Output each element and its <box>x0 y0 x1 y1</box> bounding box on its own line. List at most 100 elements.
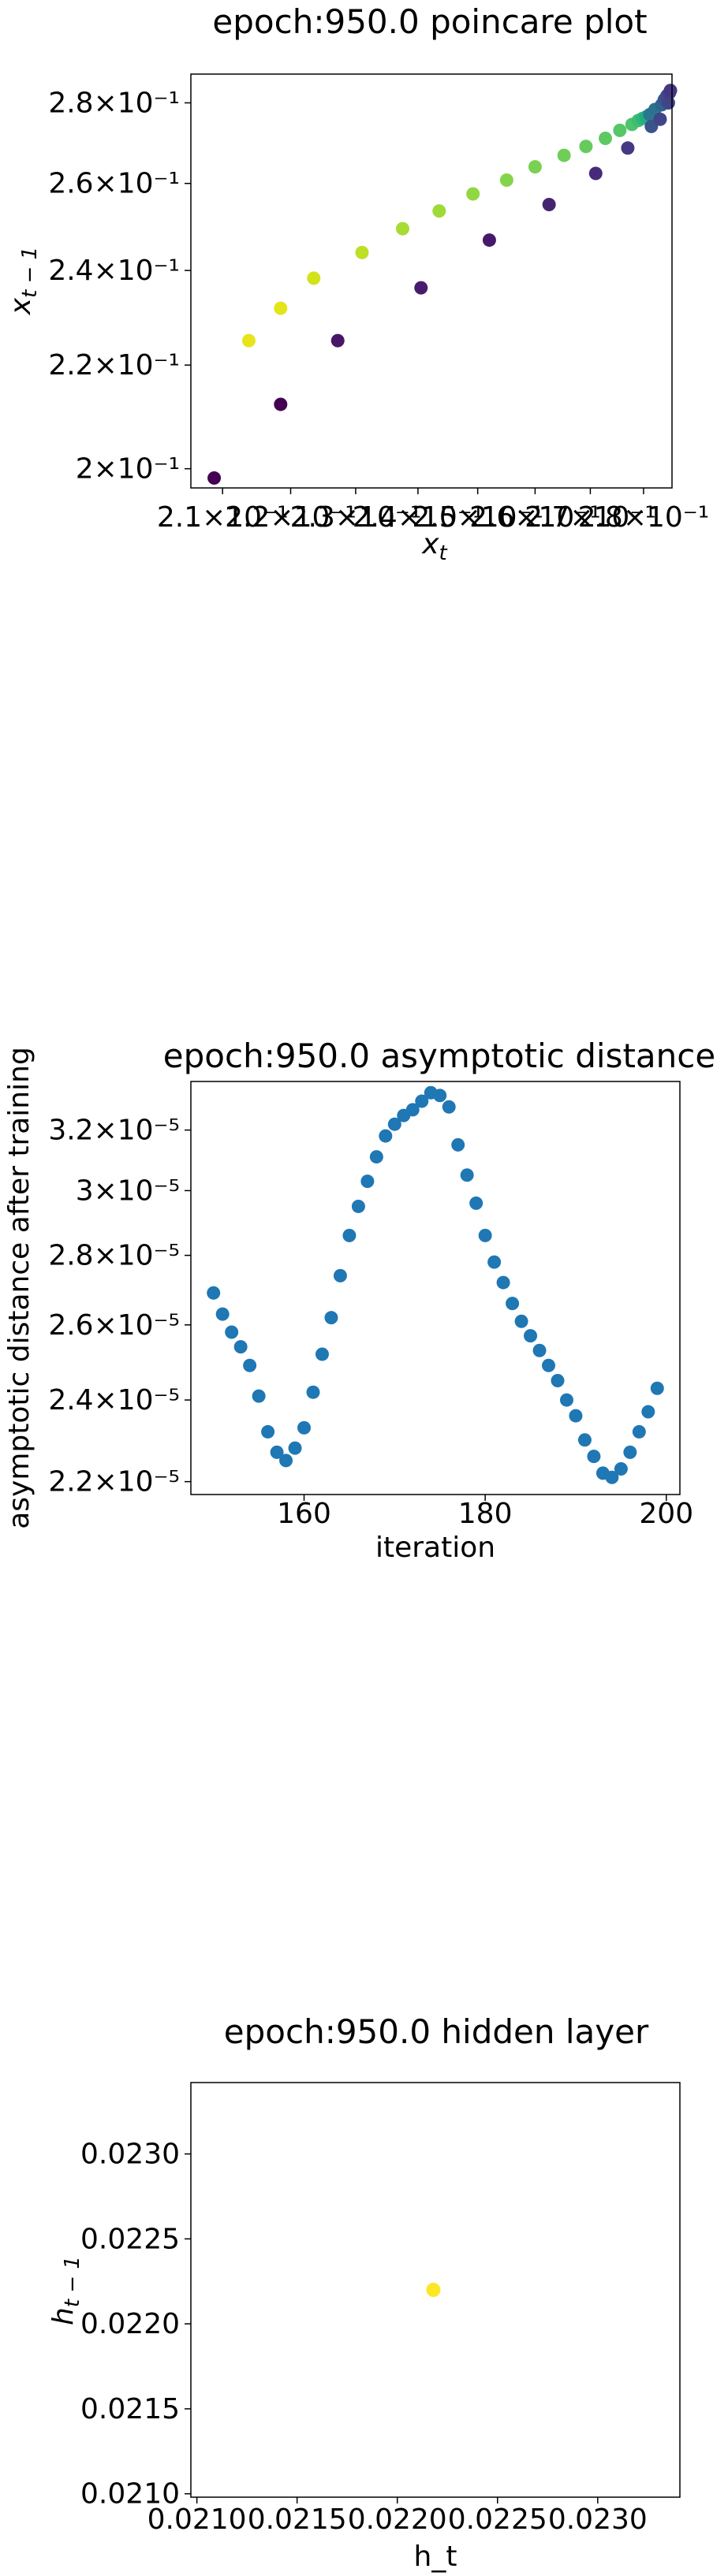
y-tick-label: 0.0230 <box>80 2139 180 2171</box>
data-point <box>460 1168 474 1182</box>
data-point <box>315 1347 329 1361</box>
data-point <box>577 1433 592 1447</box>
data-point <box>307 271 321 285</box>
data-point <box>613 123 627 137</box>
hidden-layer-ticks: 0.0210 0.0215 0.0220 0.0225 0.02300.02100.02… <box>80 2139 648 2536</box>
y-tick-label: 2.4×10⁻⁵ <box>48 1384 180 1416</box>
asymptotic-points <box>207 1085 664 1484</box>
y-tick-label: 3.2×10⁻⁵ <box>48 1115 180 1147</box>
x-tick-label: 180 <box>458 1498 513 1530</box>
data-point <box>426 2283 441 2297</box>
data-point <box>243 1358 257 1372</box>
data-point <box>542 197 556 211</box>
data-point <box>632 1424 646 1439</box>
data-point <box>279 1454 293 1468</box>
asymptotic-plot-area <box>190 1081 681 1495</box>
data-point <box>432 204 446 218</box>
data-point <box>207 471 222 485</box>
hidden-layer-points <box>426 2283 441 2297</box>
data-point <box>207 1286 221 1300</box>
data-point <box>557 148 571 162</box>
data-point <box>466 187 480 201</box>
data-point <box>261 1424 275 1439</box>
data-point <box>506 1297 520 1311</box>
data-point <box>469 1196 483 1210</box>
data-point <box>599 132 613 146</box>
asymptotic-xlabel: iteration <box>375 1532 495 1564</box>
data-point <box>496 1275 510 1290</box>
data-point <box>355 245 369 259</box>
data-point <box>369 1150 383 1164</box>
y-tick-label: 2.2×10⁻⁵ <box>48 1466 180 1498</box>
hidden-layer-plot-area <box>190 2082 681 2498</box>
data-point <box>360 1174 375 1189</box>
y-tick-label: 0.0220 <box>80 2308 180 2340</box>
y-tick-label: 2.6×10⁻¹ <box>48 168 180 200</box>
poincare-ylabel: xt − 1 <box>5 247 42 315</box>
data-point <box>569 1409 583 1423</box>
poincare-plot-area <box>190 73 673 489</box>
data-point <box>528 160 542 174</box>
data-point <box>324 1311 338 1325</box>
x-tick-label: 2.4×10⁻¹ <box>353 501 484 534</box>
hidden-layer-chart: epoch:950.0 hidden layer 0.0210 0.0215 0.0… <box>47 2012 681 2573</box>
y-tick-label: 2×10⁻¹ <box>76 453 180 486</box>
data-point <box>379 1129 393 1143</box>
data-point <box>306 1385 320 1399</box>
data-point <box>241 333 256 348</box>
data-point <box>274 301 288 315</box>
data-point <box>252 1389 266 1403</box>
data-point <box>270 1445 284 1459</box>
y-tick-label: 0.0225 <box>80 2223 180 2255</box>
y-tick-label: 2.6×10⁻⁵ <box>48 1309 180 1342</box>
data-point <box>297 1420 312 1435</box>
data-point <box>387 1117 401 1131</box>
data-point <box>351 1199 365 1213</box>
y-tick-label: 2.2×10⁻¹ <box>48 349 180 382</box>
data-point <box>395 221 409 236</box>
data-point <box>330 333 345 348</box>
data-point <box>623 1445 637 1459</box>
data-point <box>233 1340 248 1354</box>
data-point <box>542 1358 556 1372</box>
y-tick-label: 2.8×10⁻⁵ <box>48 1240 180 1272</box>
poincare-points <box>207 84 678 485</box>
data-point <box>650 1381 664 1395</box>
data-point <box>342 1228 357 1242</box>
data-point <box>579 140 593 154</box>
data-point <box>405 1103 420 1117</box>
data-point <box>588 166 603 181</box>
asymptotic-chart-title: epoch:950.0 asymptotic distance <box>163 1037 715 1075</box>
asymptotic-ticks: 160 180 200 2.2×10⁻⁵ 2.4×10⁻⁵ 2.6×10⁻⁵ 2.8×10⁻… <box>48 1115 693 1530</box>
data-point <box>551 1374 565 1388</box>
x-tick-label: 200 <box>639 1498 693 1530</box>
hidden-layer-ylabel: ht − 1 <box>47 2256 84 2325</box>
poincare-ticks: 2.1×10⁻¹2.2×10⁻¹2.3×10⁻¹2.4×10⁻¹2.5×10⁻¹… <box>48 87 709 534</box>
data-point <box>442 1100 456 1114</box>
y-tick-label: 2.4×10⁻¹ <box>48 255 180 287</box>
y-tick-label: 0.0215 <box>80 2393 180 2425</box>
data-point <box>478 1228 492 1242</box>
data-point <box>514 1314 528 1328</box>
x-tick-label: 0.0220 <box>348 2503 447 2536</box>
data-point <box>333 1268 347 1282</box>
data-point <box>499 173 513 187</box>
x-tick-label: 0.0215 <box>248 2503 347 2536</box>
data-point <box>225 1325 239 1339</box>
y-tick-label: 3×10⁻⁵ <box>76 1174 180 1207</box>
asymptotic-ylabel: asymptotic distance after training <box>3 1047 35 1529</box>
x-tick-label: 2.1×10⁻¹ <box>157 501 289 534</box>
data-point <box>215 1307 230 1321</box>
data-point <box>614 1462 628 1476</box>
x-tick-label: 2.3×10⁻¹ <box>290 501 422 534</box>
data-point <box>621 141 635 155</box>
data-point <box>663 84 678 98</box>
data-point <box>487 1255 502 1269</box>
data-point <box>605 1470 619 1484</box>
asymptotic-chart: epoch:950.0 asymptotic distance 160 180 20… <box>3 1037 715 1564</box>
x-tick-label: 2.8×10⁻¹ <box>578 501 710 534</box>
data-point <box>532 1343 547 1357</box>
y-tick-label: 0.0210 <box>80 2478 180 2511</box>
data-point <box>451 1137 465 1152</box>
data-point <box>414 281 428 295</box>
